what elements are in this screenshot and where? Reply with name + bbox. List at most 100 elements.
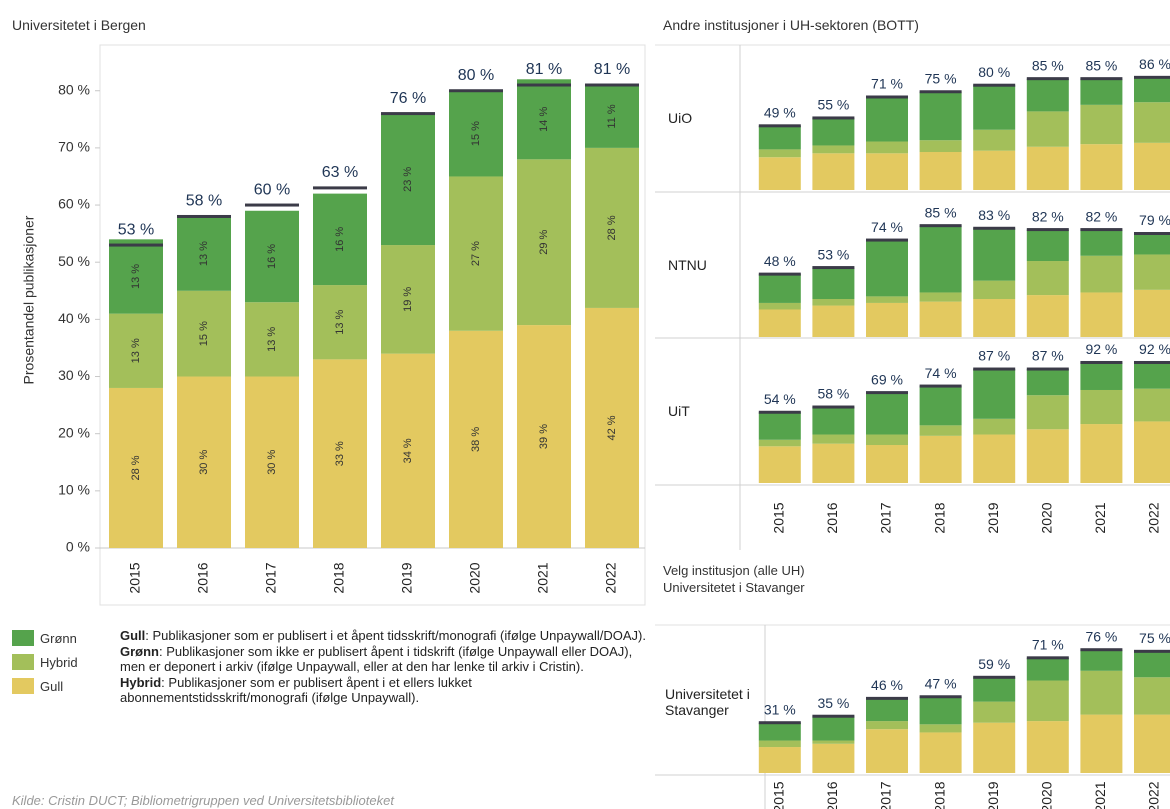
legend-item: Hybrid (12, 654, 78, 670)
bar-segment (812, 740, 855, 744)
bar-segment (973, 722, 1016, 773)
total-cap (1134, 649, 1170, 653)
bar-segment (1134, 651, 1170, 678)
segment-label: 33 % (334, 441, 346, 466)
bar-segment (919, 425, 962, 436)
total-cap (866, 95, 908, 99)
bar-segment (758, 125, 801, 150)
total-cap (866, 696, 908, 700)
panel-name: NTNU (668, 256, 707, 273)
total-label: 53 % (118, 221, 154, 238)
bar-segment (1026, 146, 1069, 190)
bar-segment (812, 299, 855, 306)
bar-segment (758, 747, 801, 773)
bar-segment (245, 302, 299, 377)
bar-segment (1134, 254, 1170, 290)
bar-segment (866, 141, 908, 154)
bar-segment (449, 90, 503, 177)
total-cap (517, 83, 571, 87)
bar-segment (245, 210, 299, 303)
total-label: 60 % (254, 181, 290, 198)
bar-segment (866, 698, 908, 722)
bar-segment (1026, 657, 1069, 681)
total-cap (866, 238, 908, 242)
bar-segment (919, 225, 962, 293)
segment-label: 39 % (538, 424, 550, 449)
bar-segment (1080, 670, 1123, 715)
bar-segment (973, 434, 1016, 483)
bar-segment (1080, 255, 1123, 293)
bar-segment (1080, 229, 1123, 256)
bar-segment (1026, 78, 1069, 112)
definition-term: Grønn (120, 643, 159, 659)
bar-segment (758, 309, 801, 337)
selector-value[interactable]: Universitetet i Stavanger (663, 580, 805, 595)
total-cap (812, 714, 855, 718)
total-cap (177, 214, 231, 218)
total-label: 75 % (1139, 630, 1170, 646)
segment-label: 28 % (130, 455, 142, 480)
total-label: 55 % (817, 97, 849, 113)
total-label: 81 % (594, 61, 630, 78)
total-label: 80 % (978, 64, 1010, 80)
legend-label: Gull (40, 678, 64, 694)
segment-label: 28 % (606, 215, 618, 240)
x-tick-label: 2015 (771, 502, 787, 533)
total-label: 53 % (817, 246, 849, 262)
total-cap (1026, 367, 1069, 371)
segment-label: 15 % (470, 121, 482, 146)
bar-segment (1134, 102, 1170, 143)
bar-segment (866, 302, 908, 337)
bar-segment (585, 85, 639, 148)
segment-label: 27 % (470, 241, 482, 266)
total-cap (973, 367, 1016, 371)
y-tick-label: 0 % (66, 539, 90, 555)
bar-segment (812, 716, 855, 741)
total-cap (919, 384, 962, 388)
segment-label: 15 % (198, 321, 210, 346)
total-cap (973, 83, 1016, 87)
bar-segment (517, 159, 571, 326)
total-label: 82 % (1085, 208, 1117, 224)
total-label: 74 % (871, 219, 903, 235)
segment-label: 16 % (266, 244, 278, 269)
total-label: 75 % (925, 70, 957, 86)
total-cap (1134, 75, 1170, 79)
total-label: 83 % (978, 207, 1010, 223)
bar-segment (919, 140, 962, 153)
definition-text: : Publikasjoner som er publisert i et åp… (145, 628, 646, 643)
total-cap (866, 391, 908, 395)
bar-segment (177, 216, 231, 291)
bar-segment (758, 740, 801, 748)
bar-segment (866, 153, 908, 190)
total-label: 59 % (978, 656, 1010, 672)
bar-segment (1026, 721, 1069, 773)
bar-segment (1134, 142, 1170, 190)
bar-segment (812, 267, 855, 300)
total-cap (109, 243, 163, 247)
bar-segment (758, 412, 801, 440)
bar-segment (812, 743, 855, 773)
bar-segment (973, 280, 1016, 300)
total-cap (973, 226, 1016, 230)
bar-segment (1080, 292, 1123, 337)
y-axis-title: Prosentandel publikasjoner (21, 215, 37, 384)
bar-segment (245, 376, 299, 548)
total-cap (973, 675, 1016, 679)
bar-segment (449, 176, 503, 331)
segment-label: 30 % (266, 450, 278, 475)
total-cap (1134, 232, 1170, 236)
total-label: 87 % (1032, 348, 1064, 364)
total-label: 63 % (322, 164, 358, 181)
total-cap (381, 112, 435, 116)
total-label: 58 % (186, 193, 222, 210)
bar-segment (1080, 144, 1123, 190)
bar-segment (313, 359, 367, 548)
bar-segment (517, 325, 571, 548)
total-label: 54 % (764, 391, 796, 407)
total-label: 48 % (764, 253, 796, 269)
bar-segment (973, 299, 1016, 337)
bar-segment (1080, 362, 1123, 390)
bar-segment (1134, 388, 1170, 422)
bar-segment (866, 296, 908, 303)
